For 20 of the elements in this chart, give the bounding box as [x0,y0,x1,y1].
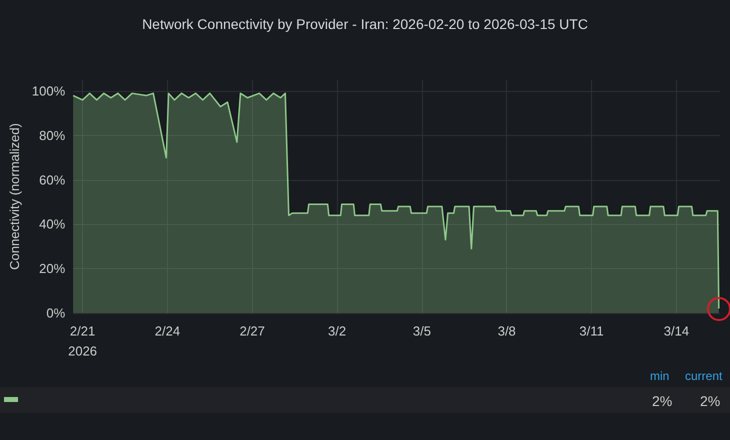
y-tick-label: 0% [46,306,66,320]
y-tick-label: 80% [39,128,66,143]
chart-title: Network Connectivity by Provider - Iran: 2026-02-20 to 2026-03-15 UTC [142,16,588,32]
y-tick-label: 60% [39,172,66,188]
x-tick-label: 3/5 [412,324,431,338]
text: 2% [700,393,720,409]
text: current [685,369,722,383]
x-tick-label: 3/14 [664,324,690,338]
x-tick-label: 2/21 2026 [68,324,98,358]
y-axis-title: Connectivity (normalized) [7,123,22,270]
x-tick-label: 2/27 [240,324,265,338]
x-tick-label: 3/11 [579,324,604,338]
y-tick-label: 40% [39,216,66,232]
text: 2% [652,393,672,409]
x-tick-label: 3/2 [328,324,346,338]
text: min [650,369,670,383]
x-tick-label: 2/24 [154,324,180,338]
x-tick-label: 3/8 [498,324,516,338]
y-tick-label: 20% [39,261,66,276]
y-tick-label: 100% [32,84,66,99]
